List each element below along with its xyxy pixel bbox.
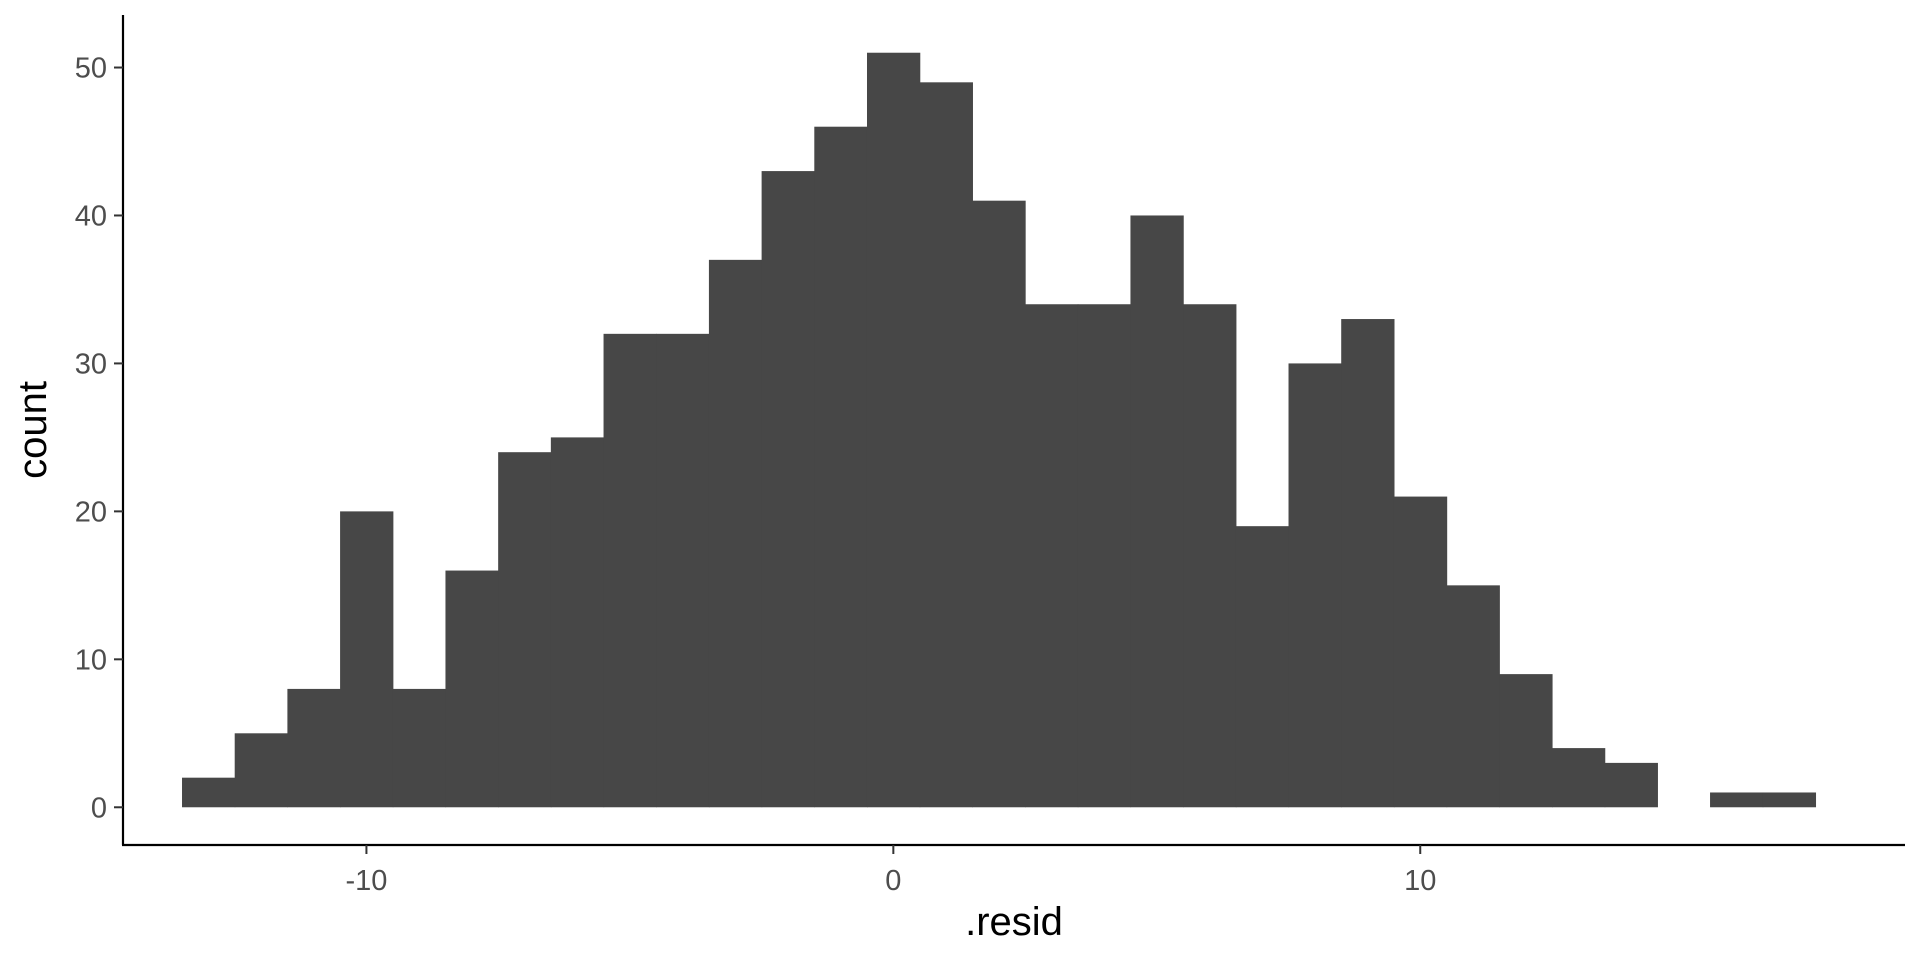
histogram-bar: [1130, 215, 1184, 808]
histogram-bar: [1393, 496, 1448, 808]
histogram-bar: [445, 570, 499, 808]
histogram-bars: [182, 52, 1817, 808]
y-tick-label: 40: [75, 200, 107, 232]
x-tick-label: 10: [1404, 865, 1436, 897]
histogram-bar: [814, 126, 868, 808]
histogram-bar: [1446, 585, 1500, 808]
x-axis-ticks: -10 0 10: [345, 845, 1436, 897]
histogram-bar: [656, 333, 710, 808]
histogram-bar: [1077, 304, 1132, 808]
x-tick-label: 0: [885, 865, 901, 897]
histogram-bar: [972, 200, 1026, 808]
histogram-bar: [498, 452, 552, 808]
x-tick-label: -10: [345, 865, 387, 897]
histogram-bar: [234, 733, 288, 808]
histogram-bar: [550, 437, 605, 808]
histogram-bar: [392, 688, 447, 808]
histogram-bar: [1762, 792, 1817, 808]
histogram-bar: [919, 82, 973, 808]
y-tick-label: 10: [75, 644, 107, 676]
histogram-bar: [603, 333, 657, 808]
histogram-bar: [1551, 748, 1606, 808]
histogram-bar: [761, 171, 815, 808]
y-tick-label: 0: [91, 792, 107, 824]
y-tick-label: 20: [75, 496, 107, 528]
histogram-bar: [1025, 304, 1079, 808]
y-tick-label: 50: [75, 53, 107, 85]
y-axis-ticks: 0 10 20 30 40 50: [75, 53, 123, 824]
histogram-bar: [1183, 304, 1237, 808]
histogram-bar: [1235, 526, 1290, 808]
histogram-bar: [1604, 762, 1658, 808]
histogram-bar: [866, 52, 921, 808]
x-axis-title: .resid: [965, 900, 1063, 944]
histogram-bar: [287, 688, 341, 808]
histogram-bar: [1341, 319, 1395, 808]
y-axis-title: count: [11, 381, 55, 479]
histogram-bar: [182, 777, 236, 808]
histogram-bar: [1710, 792, 1764, 808]
y-tick-label: 30: [75, 348, 107, 380]
histogram-bar: [1288, 363, 1342, 808]
histogram-bar: [340, 511, 394, 808]
histogram-bar: [708, 259, 763, 808]
histogram-bar: [1499, 674, 1553, 808]
